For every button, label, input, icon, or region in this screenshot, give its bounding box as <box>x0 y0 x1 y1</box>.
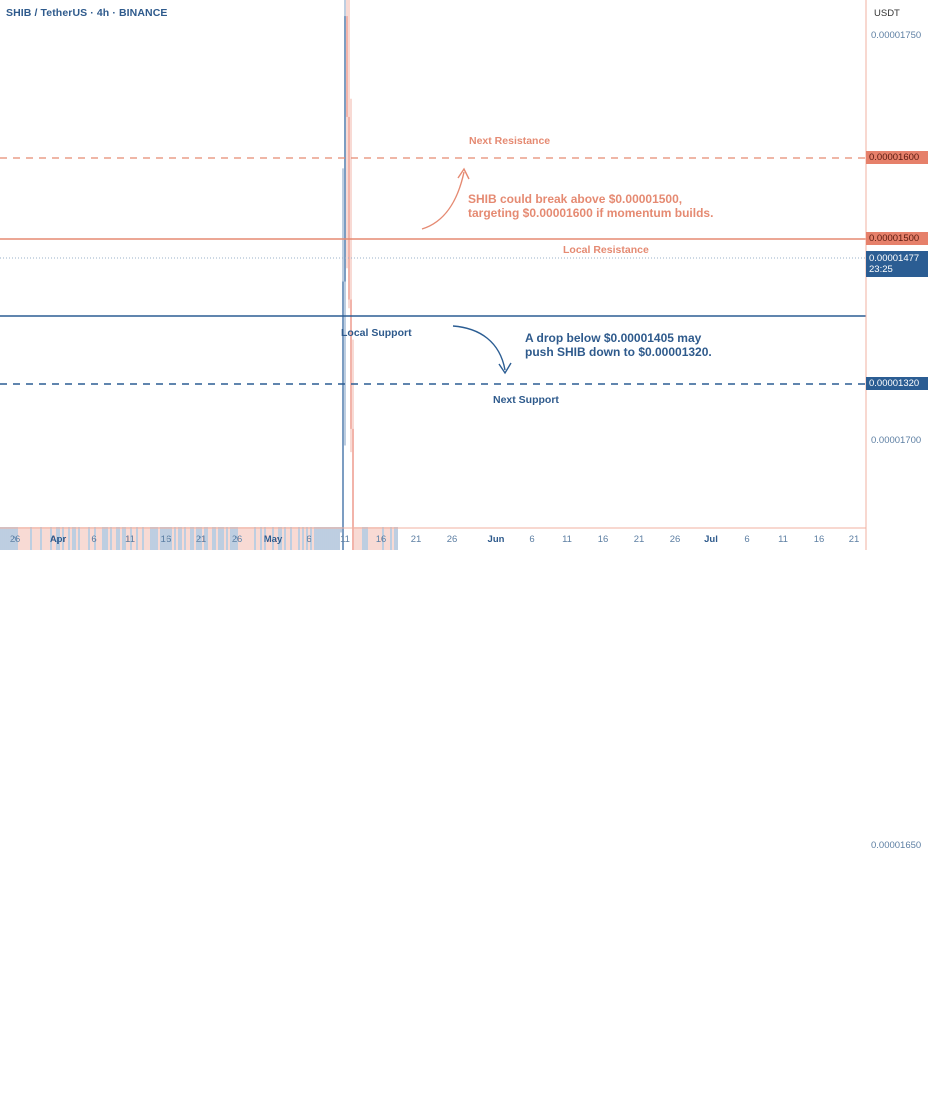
local-resistance-price-tag: 0.00001500 <box>866 232 928 245</box>
candles-group <box>0 0 398 550</box>
time-tick-label: Apr <box>49 534 67 545</box>
bearish-arrow-icon <box>452 325 512 375</box>
time-tick-label: 21 <box>410 534 422 545</box>
current-price-value: 0.00001477 <box>869 253 920 264</box>
time-tick-label: 11 <box>125 534 135 545</box>
price-tick-label: 0.00001700 <box>871 435 922 446</box>
bearish-note-line-2: push SHIB down to $0.00001320. <box>525 345 712 359</box>
time-tick-label: 26 <box>669 534 681 545</box>
symbol-title[interactable]: SHIB / TetherUS · 4h · BINANCE <box>6 7 168 19</box>
candle <box>344 16 346 282</box>
time-tick-label: 26 <box>231 534 243 545</box>
candle <box>346 16 348 117</box>
bullish-arrow-icon <box>421 167 470 230</box>
time-tick-label: 6 <box>744 534 750 545</box>
candle <box>342 281 344 550</box>
time-tick-label: 11 <box>562 534 572 545</box>
time-tick-label: 6 <box>306 534 312 545</box>
current-price-tag: 0.00001477 23:25 <box>866 251 928 277</box>
candle <box>348 116 350 300</box>
time-tick-label: 16 <box>160 534 172 545</box>
bullish-note-line-1: SHIB could break above $0.00001500, <box>468 192 683 206</box>
time-tick-label: 26 <box>446 534 458 545</box>
time-tick-label: 6 <box>91 534 97 545</box>
bar-countdown: 23:25 <box>869 264 893 275</box>
time-tick-label: 16 <box>813 534 825 545</box>
price-axis-unit[interactable]: USDT <box>874 8 900 19</box>
bearish-scenario-note: A drop below $0.00001405 may push SHIB d… <box>525 331 712 359</box>
next-support-price-tag: 0.00001320 <box>866 377 928 390</box>
time-tick-label: 16 <box>375 534 387 545</box>
chart-container[interactable]: SHIB / TetherUS · 4h · BINANCE USDT 0.00… <box>0 0 932 851</box>
time-tick-label: Jul <box>704 534 718 545</box>
next-resistance-price-tag: 0.00001600 <box>866 151 928 164</box>
bullish-note-line-2: targeting $0.00001600 if momentum builds… <box>468 206 714 220</box>
time-tick-label: 21 <box>195 534 207 545</box>
bearish-note-line-1: A drop below $0.00001405 may <box>525 331 702 345</box>
time-tick-label: Jun <box>487 534 505 545</box>
price-tick-label: 0.00001750 <box>871 30 922 41</box>
candlestick-plot[interactable] <box>0 0 932 550</box>
time-tick-label: 11 <box>340 534 350 545</box>
time-tick-label: 16 <box>597 534 609 545</box>
time-tick-label: 11 <box>778 534 788 545</box>
time-tick-label: 21 <box>633 534 645 545</box>
price-tick-label: 0.00001650 <box>871 840 922 851</box>
candle <box>352 428 354 550</box>
next-resistance-label: Next Resistance <box>469 135 551 147</box>
candle <box>350 299 352 429</box>
local-resistance-label: Local Resistance <box>563 244 649 256</box>
bullish-scenario-note: SHIB could break above $0.00001500, targ… <box>468 192 713 220</box>
time-tick-label: 26 <box>9 534 21 545</box>
next-support-label: Next Support <box>493 394 559 406</box>
time-tick-label: 6 <box>529 534 535 545</box>
time-tick-label: May <box>263 534 283 545</box>
local-support-label: Local Support <box>341 327 412 339</box>
time-tick-label: 21 <box>848 534 860 545</box>
